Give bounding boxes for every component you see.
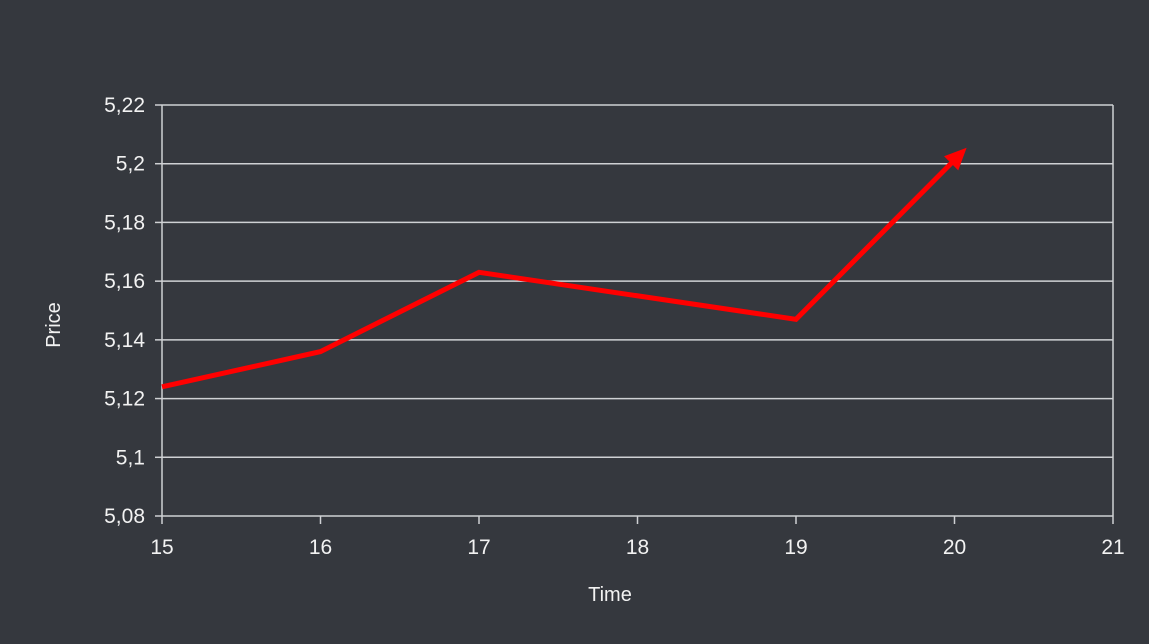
y-tick-label-1: 5,1 xyxy=(116,446,145,469)
y-tick-label-5: 5,18 xyxy=(104,211,145,234)
y-tick-label-0: 5,08 xyxy=(104,505,145,528)
x-tick-label-2: 17 xyxy=(467,536,490,559)
y-tick-label-3: 5,14 xyxy=(104,329,145,352)
x-tick-label-4: 19 xyxy=(784,536,807,559)
x-tick-label-3: 18 xyxy=(626,536,649,559)
x-tick-label-6: 21 xyxy=(1101,536,1124,559)
y-axis-ticks: 5,08 5,1 5,12 5,14 5,16 5,18 5,2 5,22 xyxy=(104,94,162,528)
y-tick-label-6: 5,2 xyxy=(116,153,145,176)
series-line-0 xyxy=(161,150,965,390)
x-tick-label-1: 16 xyxy=(309,536,332,559)
y-axis-label: Price xyxy=(43,302,65,348)
series-layer xyxy=(161,147,967,390)
y-tick-label-7: 5,22 xyxy=(104,94,145,117)
plot-frame xyxy=(161,105,1114,516)
grid-lines xyxy=(162,104,1113,517)
x-axis-ticks: 15 16 17 18 19 20 21 xyxy=(150,516,1125,559)
x-axis-label: Time xyxy=(588,584,632,606)
x-tick-label-5: 20 xyxy=(943,536,966,559)
y-tick-label-2: 5,12 xyxy=(104,388,145,411)
x-tick-label-0: 15 xyxy=(150,536,173,559)
y-tick-label-4: 5,16 xyxy=(104,270,145,293)
series-arrow-head-0 xyxy=(944,147,967,171)
